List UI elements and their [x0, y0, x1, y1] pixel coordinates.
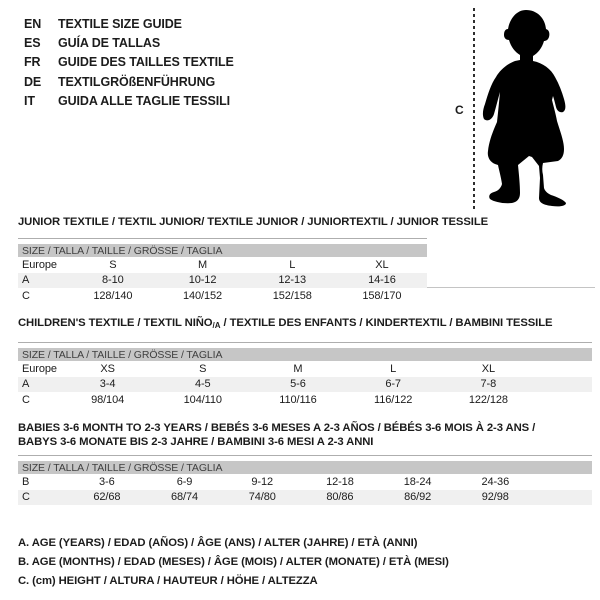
age-cell: 12-13	[278, 274, 307, 287]
height-cell: 140/152	[183, 289, 223, 302]
language-title: GUIDE DES TAILLES TEXTILE	[58, 55, 234, 70]
row-label: B	[22, 475, 30, 488]
row-label: C	[22, 393, 30, 406]
height-cell: 158/170	[362, 289, 402, 302]
table-row-height: C 128/140 140/152 152/158 158/170	[18, 288, 427, 304]
months-cell: 24-36	[481, 475, 510, 488]
language-title: GUIDA ALLE TAGLIE TESSILI	[58, 93, 231, 108]
height-cell: 92/98	[481, 491, 509, 504]
height-cell: 62/68	[93, 491, 121, 504]
height-cell: 80/86	[326, 491, 354, 504]
row-label: A	[22, 378, 30, 391]
table-title-line1: BABIES 3-6 MONTH TO 2-3 YEARS / BEBÉS 3-…	[18, 422, 536, 434]
height-cell: 122/128	[468, 393, 508, 406]
language-code: FR	[24, 55, 41, 70]
language-row-en: EN TEXTILE SIZE GUIDE	[24, 15, 234, 34]
height-cell: 128/140	[93, 289, 133, 302]
table-title: BABIES 3-6 MONTH TO 2-3 YEARS / BEBÉS 3-…	[18, 421, 592, 449]
footnote-a: A. AGE (YEARS) / EDAD (AÑOS) / ÂGE (ANS)…	[18, 537, 418, 549]
language-row-de: DE TEXTILGRÖßENFÜHRUNG	[24, 73, 234, 92]
height-cell: 116/122	[374, 393, 413, 406]
months-cell: 3-6	[99, 475, 115, 488]
size-cell: XL	[375, 258, 389, 271]
table-row-age: A 3-4 4-5 5-6 6-7 7-8	[18, 376, 592, 392]
language-code: DE	[24, 74, 42, 89]
language-code: ES	[24, 36, 41, 51]
size-header-label: SIZE / TALLA / TAILLE / GRÖSSE / TAGLIA	[22, 244, 223, 257]
table-top-rule	[18, 238, 427, 239]
size-cell: L	[289, 258, 296, 271]
language-code: EN	[24, 17, 42, 31]
table-title-subscript: /A	[212, 321, 221, 330]
size-table-babies: BABIES 3-6 MONTH TO 2-3 YEARS / BEBÉS 3-…	[18, 421, 592, 505]
size-cell: XS	[100, 362, 115, 375]
row-label: Europe	[22, 258, 57, 271]
height-dashed-line	[473, 8, 475, 209]
height-cell: 68/74	[171, 491, 199, 504]
age-cell: 14-16	[368, 274, 396, 287]
language-row-es: ES GUÍA DE TALLAS	[24, 34, 234, 53]
months-cell: 9-12	[251, 475, 274, 488]
language-header: EN TEXTILE SIZE GUIDE ES GUÍA DE TALLAS …	[24, 15, 234, 111]
row-label: C	[22, 289, 30, 302]
baby-silhouette-icon	[482, 10, 566, 207]
age-cell: 7-8	[480, 378, 497, 391]
language-title: TEXTILGRÖßENFÜHRUNG	[58, 74, 216, 89]
size-cell: L	[390, 362, 397, 375]
height-cell: 86/92	[404, 491, 432, 504]
age-cell: 8-10	[102, 274, 124, 287]
size-header-label: SIZE / TALLA / TAILLE / GRÖSSE / TAGLIA	[22, 461, 223, 474]
age-cell: 6-7	[385, 378, 401, 391]
height-label: C	[455, 103, 464, 117]
table-row-height: C 98/104 104/110 110/116 116/122 122/128	[18, 392, 592, 408]
size-cell: M	[293, 362, 303, 375]
footnote-c: C. (cm) HEIGHT / ALTURA / HAUTEUR / HÖHE…	[18, 575, 318, 587]
age-cell: 5-6	[290, 378, 306, 391]
language-code: IT	[24, 93, 35, 108]
size-table-children: CHILDREN'S TEXTILE / TEXTIL NIÑO/A / TEX…	[18, 317, 592, 408]
age-cell: 4-5	[194, 378, 211, 391]
language-row-it: IT GUIDA ALLE TAGLIE TESSILI	[24, 92, 234, 111]
months-cell: 12-18	[326, 475, 354, 488]
months-cell: 6-9	[176, 475, 193, 488]
row-label: C	[22, 491, 30, 504]
language-title: GUÍA DE TALLAS	[58, 36, 161, 51]
age-cell: 10-12	[188, 274, 217, 287]
size-header-bar: SIZE / TALLA / TAILLE / GRÖSSE / TAGLIA	[18, 244, 427, 257]
footnotes: A. AGE (YEARS) / EDAD (AÑOS) / ÂGE (ANS)…	[18, 534, 449, 591]
age-cell: 3-4	[99, 378, 116, 391]
table-row-europe: Europe S M L XL	[18, 257, 427, 273]
table-title-text: / TEXTILE DES ENFANTS / KINDERTEXTIL / B…	[220, 317, 553, 329]
size-table-junior: JUNIOR TEXTILE / TEXTIL JUNIOR/ TEXTILE …	[18, 216, 489, 304]
height-cell: 152/158	[272, 289, 312, 302]
table-title: JUNIOR TEXTILE / TEXTIL JUNIOR/ TEXTILE …	[18, 216, 489, 228]
height-cell: 74/80	[248, 491, 276, 504]
table-title-line2: BABYS 3-6 MONATE BIS 2-3 JAHRE / BAMBINI…	[18, 436, 374, 448]
height-cell: 104/110	[183, 393, 222, 406]
row-label: Europe	[22, 362, 57, 375]
size-cell: XL	[481, 362, 495, 375]
months-cell: 18-24	[403, 475, 432, 488]
table-row-height: C 62/68 68/74 74/80 80/86 86/92 92/98	[18, 489, 592, 505]
table-top-rule	[18, 455, 592, 456]
size-cell: M	[197, 258, 208, 271]
size-header-label: SIZE / TALLA / TAILLE / GRÖSSE / TAGLIA	[22, 348, 223, 361]
table-row-age: A 8-10 10-12 12-13 14-16	[18, 272, 427, 288]
footnote-b: B. AGE (MONTHS) / EDAD (MESES) / ÂGE (MO…	[18, 556, 449, 568]
size-cell: S	[109, 258, 117, 271]
table-title: CHILDREN'S TEXTILE / TEXTIL NIÑO/A / TEX…	[18, 317, 592, 332]
row-label: A	[22, 274, 30, 287]
size-cell: S	[199, 362, 207, 375]
table-title-text: CHILDREN'S TEXTILE / TEXTIL NIÑO	[18, 317, 213, 329]
language-row-fr: FR GUIDE DES TAILLES TEXTILE	[24, 53, 234, 72]
height-cell: 98/104	[91, 393, 125, 406]
table-row-europe: Europe XS S M L XL	[18, 361, 592, 377]
size-header-bar: SIZE / TALLA / TAILLE / GRÖSSE / TAGLIA	[18, 461, 592, 474]
table-row-months: B 3-6 6-9 9-12 12-18 18-24 24-36	[18, 474, 592, 490]
language-title: TEXTILE SIZE GUIDE	[58, 17, 182, 31]
size-header-bar: SIZE / TALLA / TAILLE / GRÖSSE / TAGLIA	[18, 348, 592, 361]
height-cell: 110/116	[279, 393, 317, 406]
table-top-rule	[18, 342, 592, 343]
